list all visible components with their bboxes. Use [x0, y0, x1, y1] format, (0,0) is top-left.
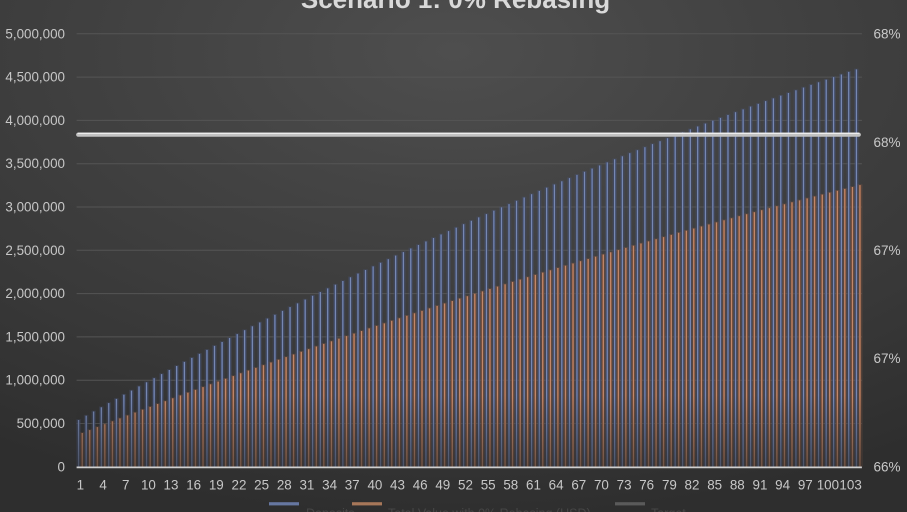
svg-text:37: 37: [345, 478, 360, 493]
svg-text:91: 91: [753, 478, 768, 493]
svg-text:19: 19: [209, 478, 224, 493]
svg-text:3,000,000: 3,000,000: [5, 200, 65, 215]
svg-text:67: 67: [571, 478, 586, 493]
svg-text:66%: 66%: [874, 460, 901, 475]
svg-text:55: 55: [481, 478, 496, 493]
svg-text:82: 82: [685, 478, 700, 493]
svg-text:64: 64: [549, 478, 564, 493]
svg-text:1,000,000: 1,000,000: [5, 373, 65, 388]
svg-text:76: 76: [639, 478, 654, 493]
svg-text:52: 52: [458, 478, 473, 493]
svg-text:49: 49: [435, 478, 450, 493]
svg-text:1,500,000: 1,500,000: [5, 329, 65, 344]
svg-text:22: 22: [232, 478, 247, 493]
svg-text:31: 31: [299, 478, 314, 493]
svg-text:97: 97: [798, 478, 813, 493]
svg-text:13: 13: [164, 478, 179, 493]
svg-text:4,000,000: 4,000,000: [5, 113, 65, 128]
svg-text:68%: 68%: [874, 27, 901, 42]
svg-text:Deposits: Deposits: [306, 507, 355, 512]
svg-text:103: 103: [839, 478, 861, 493]
svg-text:73: 73: [617, 478, 632, 493]
svg-text:58: 58: [503, 478, 518, 493]
svg-text:25: 25: [254, 478, 269, 493]
svg-text:5,000,000: 5,000,000: [5, 26, 65, 41]
svg-text:2,000,000: 2,000,000: [5, 286, 65, 301]
svg-text:46: 46: [413, 478, 428, 493]
svg-text:Total Value with 0% Rebasing (: Total Value with 0% Rebasing (USD): [388, 507, 591, 512]
svg-text:Scenario 1: 0% Rebasing: Scenario 1: 0% Rebasing: [301, 0, 610, 14]
svg-text:16: 16: [186, 478, 201, 493]
svg-text:28: 28: [277, 478, 292, 493]
svg-text:70: 70: [594, 478, 609, 493]
svg-text:0: 0: [58, 459, 65, 474]
svg-text:67%: 67%: [874, 243, 901, 258]
svg-text:68%: 68%: [874, 135, 901, 150]
svg-text:1: 1: [77, 478, 84, 493]
svg-text:100: 100: [817, 478, 839, 493]
svg-text:43: 43: [390, 478, 405, 493]
svg-text:34: 34: [322, 478, 337, 493]
svg-text:88: 88: [730, 478, 745, 493]
svg-text:79: 79: [662, 478, 677, 493]
svg-text:7: 7: [122, 478, 129, 493]
svg-text:10: 10: [141, 478, 156, 493]
svg-text:4: 4: [99, 478, 107, 493]
svg-text:Target: Target: [651, 507, 686, 512]
svg-text:40: 40: [367, 478, 382, 493]
svg-text:61: 61: [526, 478, 541, 493]
svg-text:500,000: 500,000: [17, 416, 65, 431]
svg-text:85: 85: [707, 478, 722, 493]
svg-text:67%: 67%: [874, 351, 901, 366]
svg-text:3,500,000: 3,500,000: [5, 156, 65, 171]
svg-text:4,500,000: 4,500,000: [5, 70, 65, 85]
svg-text:94: 94: [775, 478, 790, 493]
svg-text:2,500,000: 2,500,000: [5, 243, 65, 258]
